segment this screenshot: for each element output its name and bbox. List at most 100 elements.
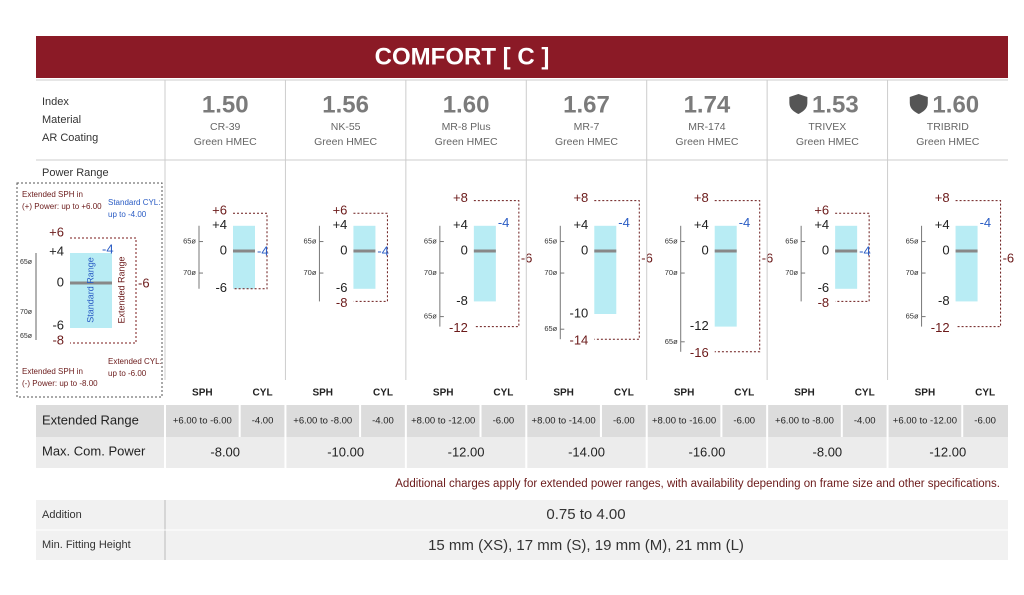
legend-tick: -6	[52, 317, 64, 332]
lens-coating: Green HMEC	[916, 136, 979, 148]
row-label: Addition	[42, 509, 82, 521]
extended-range	[714, 200, 761, 353]
diameter: 65ø	[906, 237, 919, 246]
lens-coating: Green HMEC	[796, 136, 859, 148]
lens-material: TRIVEX	[808, 121, 846, 133]
row-bg	[36, 405, 1008, 437]
legend-diameter: 65ø	[20, 333, 33, 340]
lens-coating: Green HMEC	[314, 136, 377, 148]
standard-range	[233, 225, 255, 289]
diameter: 65ø	[906, 312, 919, 321]
standard-sph: +4	[814, 217, 829, 232]
lens-index: 1.56	[322, 91, 369, 118]
extended-sph-range: +8.00 to -12.00	[411, 416, 475, 427]
max-power: -12.00	[929, 444, 966, 459]
legend-text: Extended CYL:	[108, 357, 162, 366]
extended-sph-range: +6.00 to -8.00	[293, 416, 352, 427]
row-label: Min. Fitting Height	[42, 539, 131, 551]
max-power: -8.00	[813, 444, 843, 459]
extended-sph: +6	[333, 203, 348, 218]
shield-icon	[789, 94, 808, 114]
extended-cyl-range: -4.00	[854, 416, 876, 427]
standard-sph: 0	[581, 242, 588, 257]
lens-index: 1.67	[563, 91, 610, 118]
extended-range	[473, 200, 520, 328]
diameter: 70ø	[544, 268, 557, 277]
lens-material: TRIBRID	[927, 121, 969, 133]
standard-range	[473, 225, 496, 302]
diameter: 70ø	[906, 268, 919, 277]
row-label: Extended Range	[42, 412, 139, 427]
legend-text: (+) Power: up to +6.00	[22, 202, 102, 211]
addition: 0.75 to 4.00	[546, 506, 625, 523]
legend-text: (-) Power: up to -8.00	[22, 379, 98, 388]
legend-box	[16, 182, 163, 398]
standard-sph: 0	[220, 242, 227, 257]
legend-tick: 0	[57, 274, 64, 289]
legend-tick: +4	[49, 243, 64, 258]
max-power: -16.00	[688, 444, 725, 459]
extended-cyl-range: -6.00	[613, 416, 635, 427]
lens-index: 1.74	[684, 91, 731, 118]
extended-sph: -8	[818, 295, 830, 310]
col-header: CYL	[855, 388, 875, 399]
standard-cyl: -4	[377, 243, 389, 258]
extended-cyl-range: -4.00	[372, 416, 394, 427]
diameter: 65ø	[424, 237, 437, 246]
col-header: SPH	[433, 388, 454, 399]
lens-coating: Green HMEC	[194, 136, 257, 148]
diameter: 70ø	[665, 268, 678, 277]
extended-sph: +8	[453, 190, 468, 205]
col-header: SPH	[553, 388, 574, 399]
diameter: 65ø	[544, 237, 557, 246]
standard-sph: +4	[453, 217, 468, 232]
standard-sph: 0	[942, 242, 949, 257]
standard-sph: -6	[215, 280, 227, 295]
extended-sph: -8	[336, 295, 348, 310]
extended-cyl: -6	[1003, 251, 1015, 266]
extended-sph-range: +8.00 to -14.00	[532, 416, 596, 427]
legend-text: Standard CYL:	[108, 198, 160, 207]
col-header: CYL	[614, 388, 634, 399]
diameter: 70ø	[183, 268, 196, 277]
col-header: SPH	[915, 388, 936, 399]
col-header: SPH	[312, 388, 333, 399]
extended-sph-range: +6.00 to -8.00	[775, 416, 834, 427]
row-label: AR Coating	[42, 132, 98, 144]
extended-range	[233, 212, 268, 290]
lens-index: 1.60	[443, 91, 490, 118]
standard-cyl: -4	[739, 215, 751, 230]
legend-diameter: 65ø	[20, 259, 33, 266]
col-header: CYL	[975, 388, 995, 399]
standard-range	[835, 225, 858, 289]
title: COMFORT [ C ]	[375, 43, 550, 70]
diameter: 65ø	[785, 237, 798, 246]
col-header: SPH	[192, 388, 213, 399]
extended-sph: -16	[690, 345, 709, 360]
standard-sph: +4	[935, 217, 950, 232]
standard-cyl: -4	[618, 215, 630, 230]
lens-index: 1.50	[202, 91, 249, 118]
standard-sph: -12	[690, 318, 709, 333]
note: Additional charges apply for extended po…	[395, 478, 1000, 490]
lens-coating: Green HMEC	[555, 136, 618, 148]
diameter: 65ø	[424, 312, 437, 321]
max-power: -10.00	[327, 444, 364, 459]
legend-cyl: -6	[138, 275, 150, 290]
extended-sph: +6	[814, 203, 829, 218]
lens-material: CR-39	[210, 121, 241, 133]
standard-sph: +4	[694, 217, 709, 232]
extended-sph: +8	[573, 190, 588, 205]
lens-index: 1.53	[812, 91, 859, 118]
col-header: CYL	[493, 388, 513, 399]
fitting-height: 15 mm (XS), 17 mm (S), 19 mm (M), 21 mm …	[428, 537, 744, 554]
legend-standard-area	[70, 253, 112, 328]
standard-sph: -8	[938, 293, 950, 308]
col-header: CYL	[734, 388, 754, 399]
extended-cyl-range: -4.00	[252, 416, 274, 427]
lens-material: MR-7	[574, 121, 600, 133]
shield-icon	[909, 94, 928, 114]
lens-index: 1.60	[932, 91, 979, 118]
max-power: -12.00	[448, 444, 485, 459]
